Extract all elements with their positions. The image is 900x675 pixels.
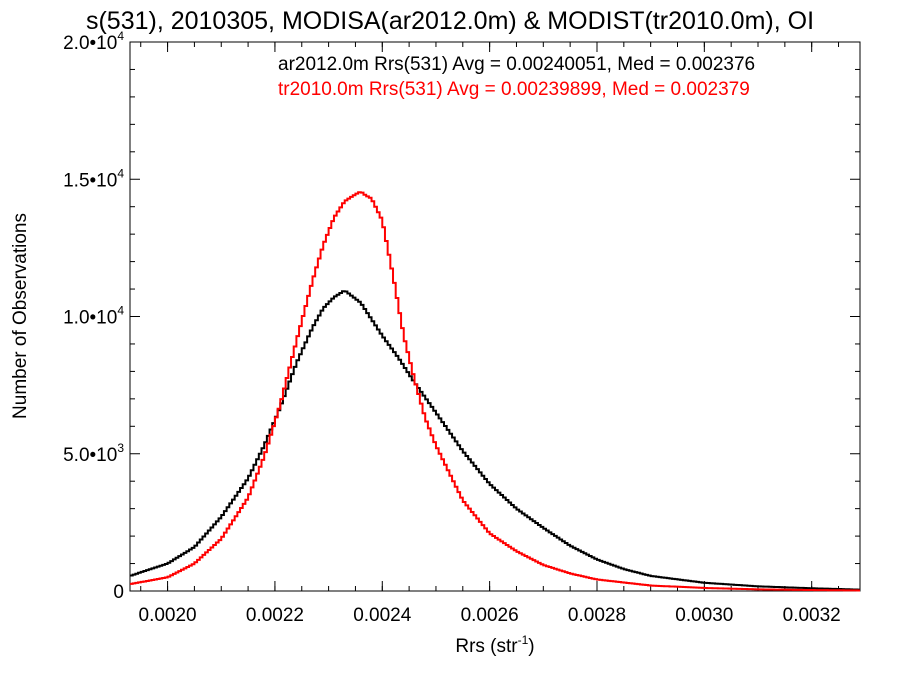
x-tick-label: 0.0022 bbox=[246, 605, 304, 626]
x-axis-label: Rrs (str-1) bbox=[455, 633, 534, 657]
y-axis-label: Number of Observations bbox=[10, 213, 31, 419]
chart-title: s(531), 2010305, MODISA(ar2012.0m) & MOD… bbox=[86, 7, 814, 35]
x-tick-label: 0.0024 bbox=[353, 605, 412, 626]
y-axis: 0 5.0•103 1.0•104 1.5•104 2.0•104 bbox=[63, 29, 860, 603]
y-tick-label: 1.5•104 bbox=[63, 166, 124, 191]
x-tick-label: 0.0032 bbox=[783, 605, 841, 626]
series-tr2010-line bbox=[130, 191, 860, 592]
legend-line-tr2010: tr2010.0m Rrs(531) Avg = 0.00239899, Med… bbox=[278, 79, 750, 100]
y-tick-label: 2.0•104 bbox=[63, 29, 124, 54]
series-layer bbox=[130, 191, 860, 592]
x-tick-label: 0.0028 bbox=[568, 605, 626, 626]
x-axis: 0.0020 0.0022 0.0024 0.0026 0.0028 0.0030 0.00… bbox=[139, 42, 841, 626]
y-tick-label: 5.0•103 bbox=[63, 441, 124, 466]
legend-line-ar2012: ar2012.0m Rrs(531) Avg = 0.00240051, Med… bbox=[278, 54, 755, 75]
y-tick-label: 0 bbox=[113, 582, 124, 603]
series-ar2012-line bbox=[130, 290, 860, 591]
x-tick-label: 0.0030 bbox=[675, 605, 733, 626]
x-tick-label: 0.0020 bbox=[139, 605, 197, 626]
y-tick-label: 1.0•104 bbox=[63, 304, 124, 329]
x-tick-label: 0.0026 bbox=[461, 605, 519, 626]
